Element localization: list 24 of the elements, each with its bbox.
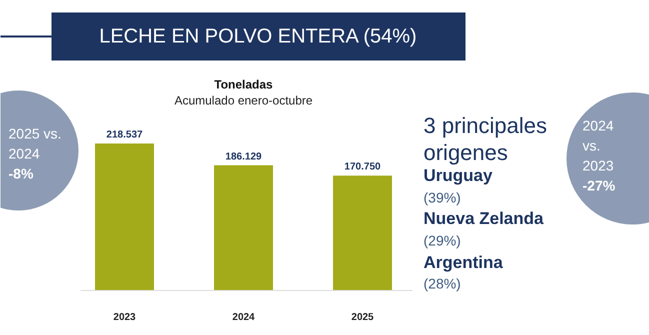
data-label: 186.129	[225, 151, 262, 162]
text: 2024	[8, 146, 40, 162]
text: -27%	[582, 178, 616, 194]
text: 2024	[582, 118, 614, 134]
text: (39%)	[424, 190, 461, 206]
data-label: 218.537	[106, 130, 144, 140]
text: (28%)	[424, 276, 461, 292]
text: Acumulado enero-octubre	[174, 94, 313, 108]
x-tick-label: 2024	[232, 312, 256, 323]
text: -8%	[8, 166, 34, 182]
x-tick-label: 2025	[351, 312, 374, 323]
text: vs.	[582, 138, 600, 154]
text: (29%)	[424, 232, 461, 248]
chart-subtitle: Toneladas	[214, 78, 274, 92]
text: 3 principales	[424, 113, 548, 138]
data-label: 170.750	[344, 162, 382, 173]
text: origenes	[424, 140, 508, 165]
text: Nueva Zelanda	[424, 209, 544, 228]
text: Uruguay	[424, 166, 493, 185]
x-tick-label: 2023	[113, 312, 136, 323]
chart-title: LECHE EN POLVO ENTERA (54%)	[99, 26, 417, 48]
text: 2025 vs.	[8, 126, 62, 142]
text: Argentina	[424, 253, 504, 272]
text: 2023	[582, 158, 614, 174]
